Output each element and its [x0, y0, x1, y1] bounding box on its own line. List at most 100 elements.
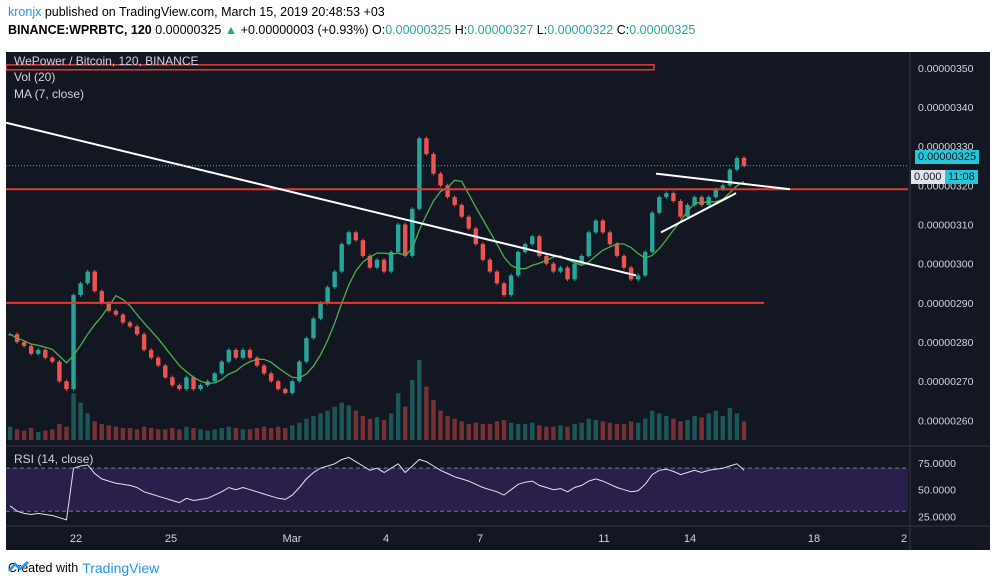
publish-info: published on TradingView.com, March 15, … [44, 5, 385, 19]
volume-bar [494, 421, 500, 440]
candle-body [28, 345, 34, 354]
volume-bar [170, 428, 175, 440]
candle-body [99, 291, 104, 303]
volume-bar [741, 421, 747, 440]
candle-body [657, 197, 662, 213]
volume-bar [381, 420, 387, 440]
volume-bar [600, 421, 606, 440]
candle-body [614, 244, 620, 256]
volume-bar [156, 429, 161, 440]
volume-bar [36, 432, 41, 440]
candle-body [579, 255, 584, 264]
volume-bar [325, 410, 330, 440]
candle-body [120, 314, 126, 323]
volume-bar [318, 413, 323, 440]
candle-body [650, 212, 655, 252]
price-tick-label: 0.00000290 [918, 298, 974, 310]
candle-body [346, 232, 351, 245]
candle-body [487, 259, 493, 272]
candle-body [671, 193, 676, 202]
close-label: C: [616, 23, 630, 37]
candle-body [184, 377, 189, 390]
high-value: 0.00000327 [467, 23, 534, 37]
time-tick-label: 25 [165, 533, 177, 545]
time-tick-label: 22 [70, 533, 82, 545]
candle-body [374, 259, 380, 268]
candle-body [254, 357, 260, 366]
trend-line [655, 172, 791, 191]
candle-body [388, 251, 394, 272]
candle-body [621, 255, 627, 268]
candle-body [304, 338, 309, 362]
price-tick-label: 0.00000350 [918, 63, 974, 75]
candle-body [71, 295, 76, 390]
partial-price-label: 0.000 [911, 170, 945, 184]
candle-body [452, 197, 457, 205]
volume-bar [593, 420, 598, 440]
volume-bar [311, 416, 316, 440]
price-tick-label: 0.00000260 [918, 415, 974, 427]
volume-bar [275, 426, 281, 440]
volume-bar [565, 426, 570, 440]
symbol-name: BINANCE:WPRBTC, 120 [8, 23, 152, 37]
volume-bar [71, 393, 76, 440]
candle-body [318, 302, 323, 319]
candle-body [367, 255, 373, 268]
ma-line [9, 179, 745, 385]
volume-bar [431, 400, 436, 440]
candle-body [713, 189, 718, 198]
countdown-tag: 11:08 [945, 170, 978, 184]
candle-body [438, 173, 443, 186]
time-tick-label: 2 [901, 533, 907, 545]
candle-body [395, 224, 401, 252]
volume-bar [7, 426, 13, 440]
volume-bar [530, 422, 535, 440]
volume-bar [14, 429, 20, 440]
volume-bar [85, 413, 90, 440]
volume-bar [50, 429, 55, 440]
current-price-tag: 0.00000325 [915, 150, 980, 164]
volume-bar [64, 426, 69, 440]
volume-bar [191, 428, 196, 440]
price-tick-label: 0.00000300 [918, 259, 974, 271]
candle-body [741, 157, 747, 166]
candle-body [494, 271, 500, 284]
volume-bar [650, 410, 655, 440]
candle-body [283, 389, 288, 393]
candle-body [480, 244, 486, 260]
candle-body [353, 232, 359, 241]
candle-body [466, 216, 471, 229]
tradingview-brand[interactable]: TradingView [82, 560, 160, 576]
volume-bar [671, 418, 676, 440]
volume-bar [706, 413, 711, 440]
candle-body [727, 169, 733, 186]
volume-bar [99, 424, 104, 440]
volume-bar [134, 429, 140, 440]
volume-bar [480, 424, 486, 440]
close-value: 0.00000325 [629, 23, 696, 37]
volume-bar [120, 428, 126, 440]
volume-bar [127, 428, 133, 440]
chart-area[interactable]: 0.00000350 0.00000340 0.00000330 0.00000320… [6, 52, 990, 550]
volume-bar [501, 420, 507, 440]
candle-body [198, 385, 203, 390]
open-label: O: [372, 23, 386, 37]
volume-bar [388, 413, 394, 440]
volume-bar [261, 426, 267, 440]
volume-bar [466, 424, 471, 440]
volume-bar [607, 422, 613, 440]
candle-body [219, 361, 224, 374]
low-value: 0.00000322 [547, 23, 614, 37]
volume-bar [360, 416, 366, 440]
author-link[interactable]: kronjx [8, 5, 42, 19]
volume-bar [586, 418, 591, 440]
volume-bar [508, 422, 514, 440]
rsi-tick-label: 25.0000 [918, 512, 956, 524]
candle-body [431, 154, 436, 174]
rsi-legend: RSI (14, close) [14, 452, 94, 466]
price-chart[interactable]: 0.000003500.000003400.000003300.00000320… [6, 52, 990, 550]
publish-header: kronjx published on TradingView.com, Mar… [0, 0, 994, 44]
candle-body [459, 204, 464, 217]
candle-body [600, 220, 606, 233]
footer: Created with TradingView [8, 560, 159, 576]
